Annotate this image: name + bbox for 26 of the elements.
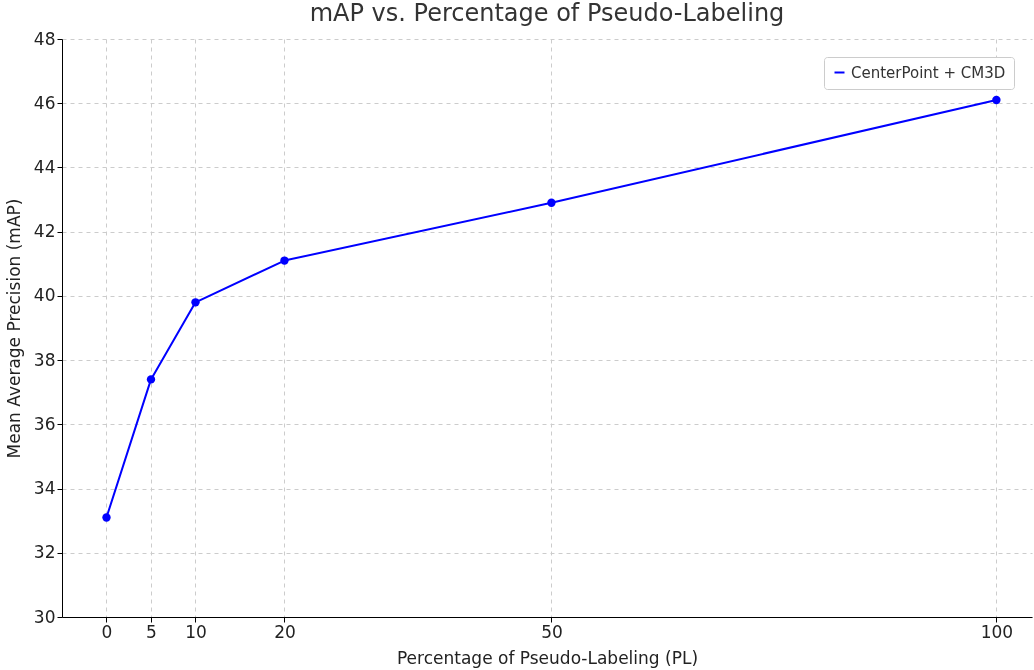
y-tick-label: 48	[33, 28, 56, 49]
point	[280, 256, 289, 265]
point	[102, 513, 111, 522]
point	[191, 298, 200, 307]
x-tick-label: 10	[185, 621, 207, 642]
y-tick-label: 38	[33, 349, 56, 370]
point	[547, 198, 556, 207]
point	[992, 95, 1001, 105]
point	[146, 375, 156, 384]
chart-title: mAP vs. Percentage of Pseudo-Labeling	[309, 0, 785, 27]
x-tick-label: 5	[146, 621, 157, 642]
x-tick-label: 50	[541, 621, 563, 642]
y-tick-label: 32	[33, 542, 56, 563]
y-tick-label: 40	[33, 285, 56, 306]
y-tick-label: 30	[33, 606, 56, 627]
y-tick-label: 44	[33, 156, 56, 177]
x-tick-label: 20	[274, 621, 296, 642]
y-tick-label: 36	[33, 413, 56, 434]
legend-label: CenterPoint + CM3D	[851, 63, 1006, 82]
y-tick-label: 42	[33, 221, 56, 242]
y-axis-title: Mean Average Precision (mAP)	[3, 198, 24, 459]
y-tick-label: 46	[33, 92, 56, 113]
x-tick-label: 0	[101, 621, 113, 642]
x-axis-title: Percentage of Pseudo-Labeling (PL)	[396, 647, 699, 668]
y-tick-label: 34	[33, 478, 56, 499]
x-tick-label: 100	[980, 621, 1014, 642]
